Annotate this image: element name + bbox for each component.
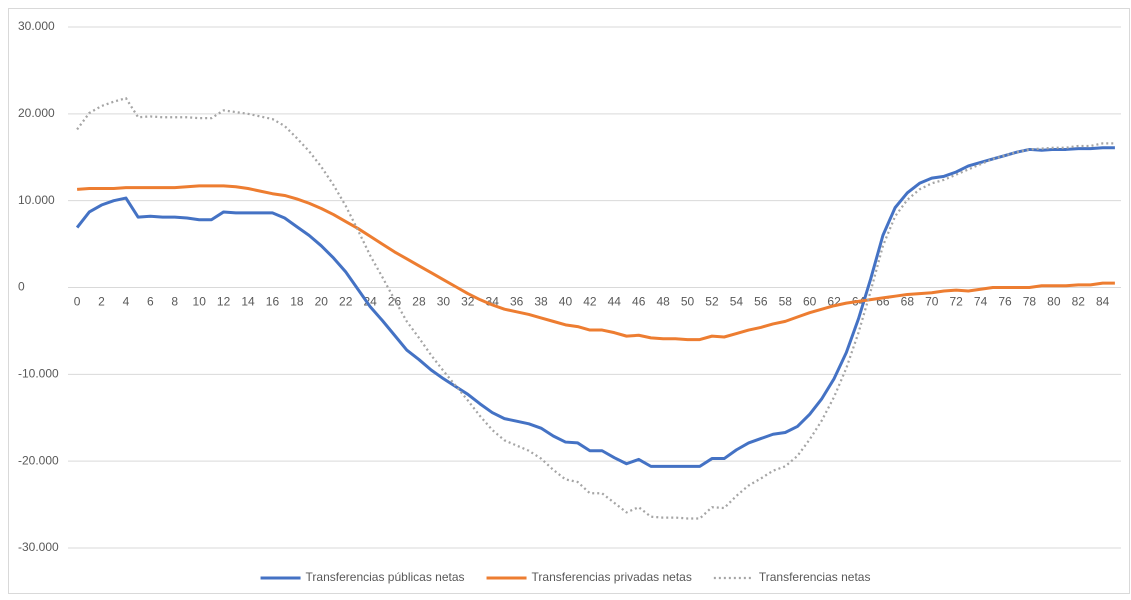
x-tick-label: 40 bbox=[559, 295, 573, 309]
legend-label: Transferencias públicas netas bbox=[306, 570, 465, 584]
legend-label: Transferencias privadas netas bbox=[532, 570, 692, 584]
x-tick-label: 74 bbox=[974, 295, 988, 309]
x-tick-label: 72 bbox=[949, 295, 963, 309]
x-tick-label: 84 bbox=[1096, 295, 1110, 309]
y-tick-label: -30.000 bbox=[18, 540, 59, 554]
y-tick-label: 20.000 bbox=[18, 106, 55, 120]
chart-frame bbox=[8, 8, 1130, 594]
x-tick-label: 48 bbox=[656, 295, 670, 309]
x-tick-label: 16 bbox=[266, 295, 280, 309]
y-tick-label: 10.000 bbox=[18, 193, 55, 207]
x-tick-label: 80 bbox=[1047, 295, 1061, 309]
data-line bbox=[75, 146, 1115, 468]
x-tick-label: 44 bbox=[608, 295, 622, 309]
x-tick-label: 18 bbox=[290, 295, 304, 309]
x-tick-label: 42 bbox=[583, 295, 597, 309]
x-tick-label: 4 bbox=[123, 295, 130, 309]
x-tick-label: 70 bbox=[925, 295, 939, 309]
x-tick-label: 30 bbox=[437, 295, 451, 309]
x-tick-label: 28 bbox=[412, 295, 426, 309]
x-tick-label: 36 bbox=[510, 295, 524, 309]
x-tick-label: 52 bbox=[705, 295, 719, 309]
x-tick-label: 32 bbox=[461, 295, 475, 309]
y-tick-label: -10.000 bbox=[18, 367, 59, 381]
y-tick-label: 0 bbox=[18, 280, 25, 294]
x-tick-label: 58 bbox=[779, 295, 793, 309]
x-tick-label: 76 bbox=[998, 295, 1012, 309]
x-tick-label: 38 bbox=[534, 295, 548, 309]
x-tick-label: 22 bbox=[339, 295, 353, 309]
x-tick-label: 10 bbox=[193, 295, 207, 309]
y-tick-label: 30.000 bbox=[18, 19, 55, 33]
x-tick-label: 68 bbox=[901, 295, 915, 309]
x-tick-label: 14 bbox=[241, 295, 255, 309]
x-tick-label: 46 bbox=[632, 295, 646, 309]
x-tick-label: 54 bbox=[730, 295, 744, 309]
data-line bbox=[76, 184, 1115, 342]
x-tick-label: 8 bbox=[171, 295, 178, 309]
x-tick-label: 12 bbox=[217, 295, 231, 309]
x-tick-label: 24 bbox=[363, 295, 377, 309]
legend-label: Transferencias netas bbox=[759, 570, 871, 584]
x-tick-label: 82 bbox=[1072, 295, 1086, 309]
x-tick-label: 26 bbox=[388, 295, 402, 309]
x-tick-label: 6 bbox=[147, 295, 154, 309]
x-tick-label: 60 bbox=[803, 295, 817, 309]
y-tick-label: -20.000 bbox=[18, 453, 59, 467]
x-tick-label: 50 bbox=[681, 295, 695, 309]
x-tick-label: 0 bbox=[74, 295, 81, 309]
x-tick-label: 78 bbox=[1023, 295, 1037, 309]
x-tick-label: 56 bbox=[754, 295, 768, 309]
x-tick-label: 20 bbox=[315, 295, 329, 309]
x-tick-label: 2 bbox=[98, 295, 105, 309]
